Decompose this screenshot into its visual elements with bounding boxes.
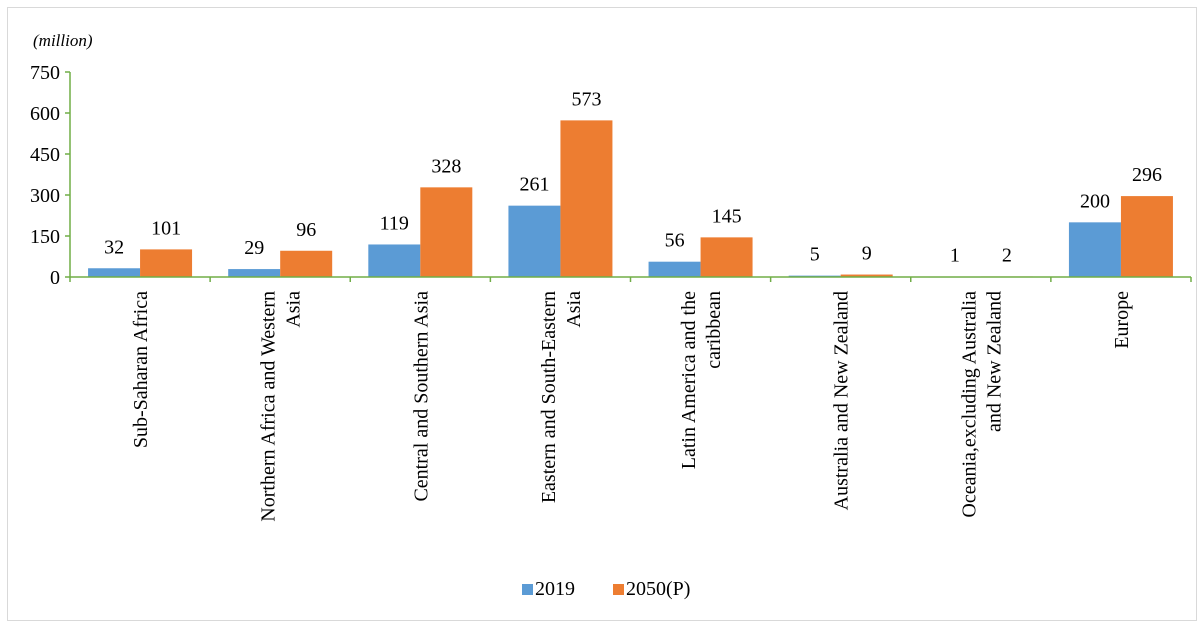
data-label: 119 (380, 212, 409, 234)
category-label: Oceania,excluding Australia (958, 291, 980, 518)
axes-group (65, 71, 1192, 282)
category-label: Australia and New Zealand (831, 291, 853, 510)
category-label: and New Zealand (983, 291, 1005, 432)
category-label: Latin America and the (678, 291, 700, 469)
y-tick-label: 600 (30, 103, 60, 125)
unit-label: (million) (33, 31, 93, 50)
bar-2019 (88, 268, 141, 277)
data-label: 101 (151, 217, 181, 239)
bar-2019 (648, 261, 701, 277)
chart-frame: (million) 0 150 300 450 600 750 32 29 119 261 56 5… (7, 7, 1197, 621)
bar-2019 (1068, 222, 1121, 277)
bar-2019 (508, 205, 561, 277)
y-tick-label: 300 (30, 185, 60, 207)
category-label: Europe (1111, 291, 1133, 349)
bar-2019 (228, 269, 281, 277)
data-label: 29 (244, 237, 264, 259)
data-label: 56 (665, 230, 685, 252)
bar-2050-p- (280, 250, 333, 277)
data-label: 96 (296, 219, 316, 241)
data-label: 200 (1080, 190, 1110, 212)
legend: 2019 2050(P) (522, 578, 690, 600)
category-labels-group: Sub-Saharan Africa Northern Africa and We… (130, 291, 1133, 522)
data-label: 573 (571, 88, 601, 110)
bar-2019 (368, 244, 421, 277)
bar-2050-p- (1120, 196, 1173, 277)
data-label: 261 (519, 174, 549, 196)
category-label: Asia (563, 291, 585, 328)
category-label: Central and Southern Asia (410, 291, 432, 502)
data-label: 2 (1002, 244, 1012, 266)
category-label: Sub-Saharan Africa (130, 291, 152, 448)
bar-2050-p- (140, 249, 193, 277)
legend-swatch (522, 584, 533, 595)
data-label: 1 (950, 245, 960, 267)
bar-2050-p- (700, 237, 753, 277)
legend-swatch (613, 584, 624, 595)
data-labels-group: 32 29 119 261 56 5 1 200 101 96 328 573 145 9 2 296 (104, 88, 1162, 266)
y-axis-ticks: 0 150 300 450 600 750 (30, 62, 60, 289)
y-tick-label: 150 (30, 226, 60, 248)
category-label: Eastern and South-Eastern (538, 291, 560, 503)
data-label: 296 (1132, 164, 1162, 186)
bars-group (88, 120, 1173, 278)
y-tick-label: 0 (50, 267, 60, 289)
legend-label: 2019 (535, 578, 575, 600)
bar-2050-p- (420, 187, 473, 277)
category-label: Asia (283, 291, 305, 328)
legend-label: 2050(P) (626, 578, 690, 600)
bar-2050-p- (840, 274, 893, 277)
y-tick-label: 750 (30, 62, 60, 84)
data-label: 9 (862, 243, 872, 265)
y-tick-label: 450 (30, 144, 60, 166)
data-label: 5 (810, 244, 820, 266)
data-label: 32 (104, 236, 124, 258)
category-label: Northern Africa and Western (258, 291, 280, 522)
bar-2050-p- (560, 120, 613, 277)
data-label: 328 (431, 155, 461, 177)
data-label: 145 (712, 205, 742, 227)
category-label: caribbean (703, 291, 725, 369)
